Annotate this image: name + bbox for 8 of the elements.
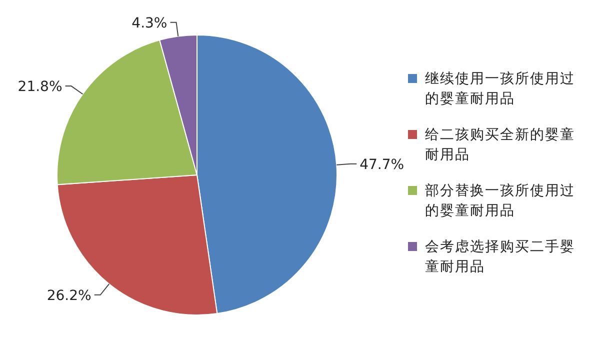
legend-label: 部分替换一孩所使用过的婴童耐用品 (425, 182, 575, 221)
legend-label: 继续使用一孩所使用过的婴童耐用品 (425, 70, 575, 109)
data-label: 21.8% (18, 79, 62, 96)
legend-label: 给二孩购买全新的婴童耐用品 (425, 126, 575, 165)
data-label: 4.3% (132, 15, 168, 32)
data-label: 47.7% (360, 156, 404, 173)
legend-label: 会考虑选择购买二手婴童耐用品 (425, 238, 575, 277)
data-label: 26.2% (46, 288, 92, 304)
